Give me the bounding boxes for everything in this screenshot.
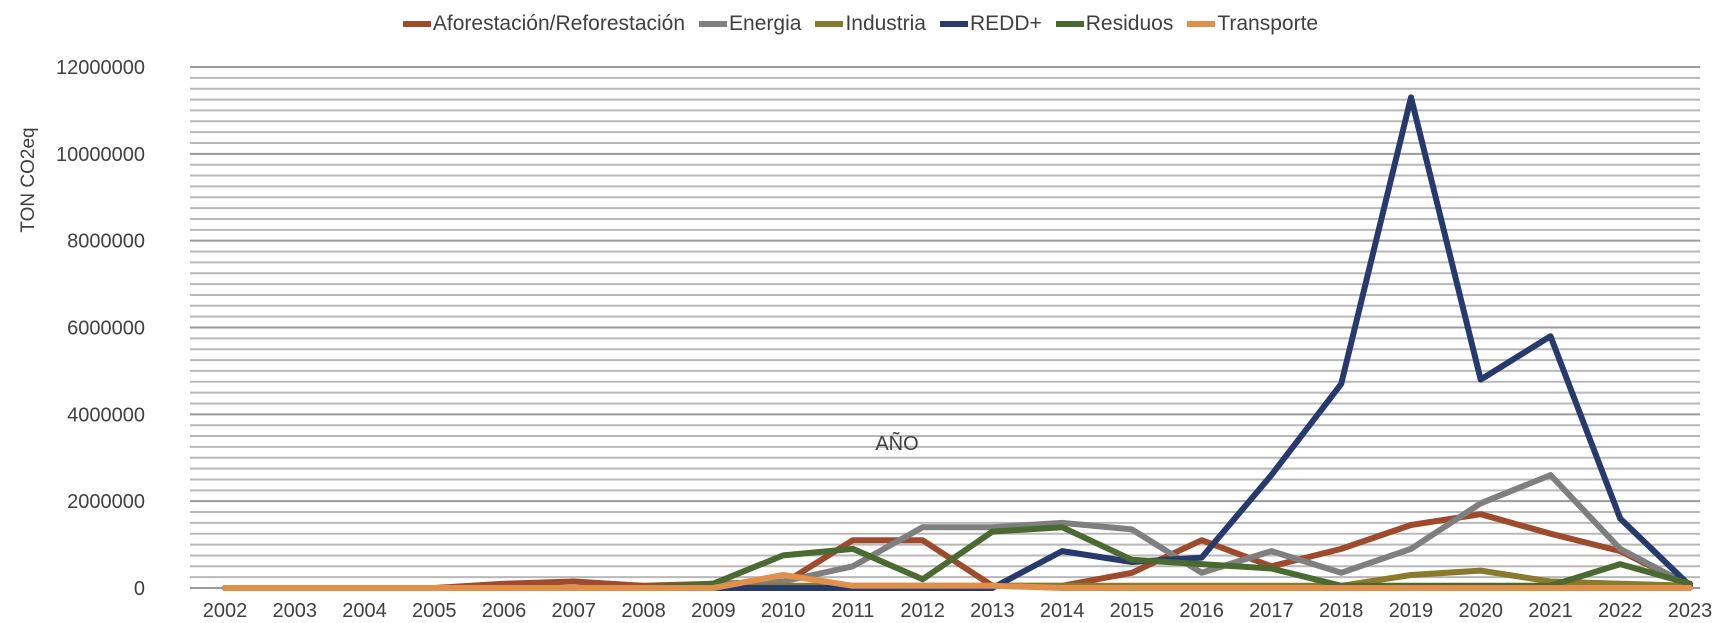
- x-tick-label: 2021: [1528, 600, 1573, 622]
- legend-item: Industria: [815, 12, 926, 36]
- y-tick-label: 2000000: [67, 491, 145, 513]
- legend-item: Aforestación/Reforestación: [402, 12, 686, 36]
- x-tick-label: 2009: [691, 600, 736, 622]
- x-tick-label: 2003: [273, 600, 318, 622]
- series-lines: [222, 94, 1693, 591]
- legend-item: REDD+: [939, 12, 1042, 36]
- y-tick-labels: 0 2000000 4000000 6000000 8000000 10000000 120…: [56, 57, 145, 600]
- y-tick-label: 10000000: [56, 144, 145, 166]
- x-tick-label: 2019: [1389, 600, 1434, 622]
- series-line: [222, 572, 1693, 591]
- legend-item: Transporte: [1187, 12, 1318, 36]
- legend-item: Energia: [699, 12, 801, 36]
- chart-legend: Aforestación/Reforestación Energia Industr…: [0, 12, 1721, 36]
- legend-swatch: [699, 21, 728, 28]
- x-tick-labels: 2002 2003 2004 2005 2006 2007 2008 2009 2010 2011…: [203, 600, 1713, 622]
- x-tick-label: 2007: [552, 600, 597, 622]
- x-tick-label: 2023: [1668, 600, 1713, 622]
- x-tick-label: 2008: [621, 600, 666, 622]
- legend-label: Aforestación/Reforestación: [432, 12, 686, 35]
- y-tick-label: 6000000: [67, 318, 145, 340]
- x-tick-label: 2002: [203, 600, 248, 622]
- x-tick-label: 2004: [342, 600, 387, 622]
- chart-annotation: AÑO: [875, 431, 918, 455]
- legend-swatch: [1187, 21, 1216, 28]
- x-tick-label: 2014: [1040, 600, 1085, 622]
- x-tick-label: 2017: [1249, 600, 1294, 622]
- legend-label: Industria: [845, 12, 926, 35]
- y-tick-label: 0: [134, 578, 145, 600]
- x-tick-label: 2020: [1458, 600, 1503, 622]
- x-tick-label: 2012: [900, 600, 945, 622]
- legend-label: REDD+: [969, 12, 1042, 35]
- legend-swatch: [402, 21, 431, 28]
- legend-item: Residuos: [1055, 12, 1174, 36]
- legend-swatch: [815, 21, 844, 28]
- x-tick-label: 2013: [970, 600, 1015, 622]
- legend-swatch: [939, 21, 968, 28]
- legend-label: Transporte: [1217, 12, 1319, 35]
- x-tick-label: 2022: [1598, 600, 1643, 622]
- x-tick-label: 2018: [1319, 600, 1364, 622]
- y-tick-label: 12000000: [56, 57, 145, 79]
- x-tick-label: 2010: [761, 600, 806, 622]
- series-line: [222, 524, 1693, 591]
- legend-label: Energia: [729, 12, 802, 35]
- legend-swatch: [1055, 21, 1084, 28]
- x-tick-label: 2006: [482, 600, 527, 622]
- x-tick-label: 2016: [1179, 600, 1224, 622]
- y-tick-label: 4000000: [67, 404, 145, 426]
- x-tick-label: 2005: [412, 600, 457, 622]
- x-tick-label: 2015: [1110, 600, 1155, 622]
- y-tick-label: 8000000: [67, 231, 145, 253]
- legend-label: Residuos: [1085, 12, 1174, 35]
- x-tick-label: 2011: [831, 600, 874, 622]
